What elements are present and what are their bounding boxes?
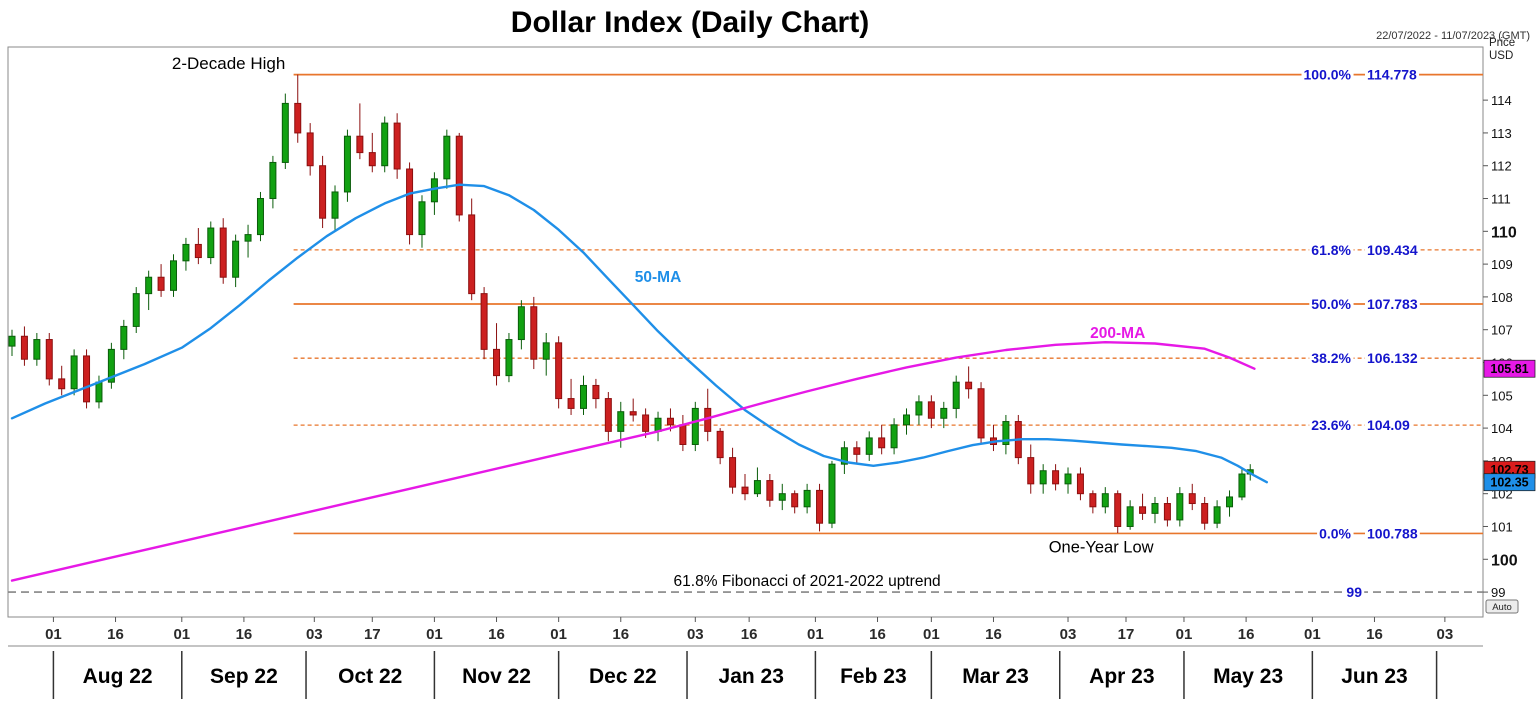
svg-text:16: 16 bbox=[612, 626, 629, 643]
svg-text:16: 16 bbox=[488, 626, 505, 643]
svg-text:113: 113 bbox=[1491, 126, 1512, 141]
svg-text:01: 01 bbox=[426, 626, 443, 643]
svg-text:104.09: 104.09 bbox=[1367, 417, 1410, 433]
annotations: 2-Decade High One-Year Low bbox=[172, 54, 1154, 557]
ma50-label: 50-MA bbox=[635, 269, 682, 286]
candlestick-series bbox=[8, 74, 1254, 534]
price-axis[interactable]: 9910010110210310410510610710810911011111… bbox=[1483, 37, 1518, 600]
svg-text:01: 01 bbox=[550, 626, 567, 643]
svg-text:17: 17 bbox=[364, 626, 381, 643]
svg-text:01: 01 bbox=[1176, 626, 1193, 643]
svg-text:104: 104 bbox=[1491, 421, 1513, 436]
svg-text:01: 01 bbox=[1304, 626, 1321, 643]
svg-text:114: 114 bbox=[1491, 93, 1512, 108]
svg-text:105.81: 105.81 bbox=[1490, 362, 1528, 376]
svg-text:Apr 23: Apr 23 bbox=[1089, 665, 1154, 688]
svg-text:17: 17 bbox=[1118, 626, 1135, 643]
ma50-line bbox=[10, 183, 1269, 484]
fib-trend-annotation: 61.8% Fibonacci of 2021-2022 uptrend bbox=[674, 573, 941, 590]
svg-text:03: 03 bbox=[1060, 626, 1077, 643]
svg-text:01: 01 bbox=[807, 626, 824, 643]
ma200-price-badge: 105.81 bbox=[1483, 359, 1536, 378]
svg-text:Dec 22: Dec 22 bbox=[589, 665, 657, 688]
svg-text:01: 01 bbox=[45, 626, 62, 643]
fibonacci-lines bbox=[293, 73, 1483, 535]
time-axis[interactable]: 01 16 01 16 03 17 01 16 01 16 03 16 01 16 01 16 03 17 01 16… bbox=[8, 617, 1483, 699]
ma50-price-badge: 102.35 bbox=[1483, 473, 1536, 492]
svg-text:109: 109 bbox=[1491, 257, 1513, 272]
svg-text:Auto: Auto bbox=[1492, 602, 1512, 613]
ma200-label: 200-MA bbox=[1090, 325, 1145, 342]
svg-text:114.778: 114.778 bbox=[1367, 67, 1417, 83]
svg-text:16: 16 bbox=[1366, 626, 1383, 643]
svg-text:102.35: 102.35 bbox=[1490, 476, 1528, 490]
svg-text:38.2%: 38.2% bbox=[1311, 350, 1351, 366]
baseline-99-label: 99 bbox=[1346, 584, 1362, 600]
svg-text:Nov 22: Nov 22 bbox=[462, 665, 531, 688]
axis-unit-usd: USD bbox=[1489, 50, 1513, 62]
svg-text:16: 16 bbox=[741, 626, 758, 643]
date-range-label: 22/07/2022 - 11/07/2023 (GMT) bbox=[1376, 30, 1530, 42]
svg-text:Aug 22: Aug 22 bbox=[83, 665, 153, 688]
svg-text:16: 16 bbox=[236, 626, 253, 643]
svg-text:105: 105 bbox=[1491, 388, 1513, 403]
svg-text:111: 111 bbox=[1491, 192, 1511, 207]
svg-text:16: 16 bbox=[1238, 626, 1255, 643]
svg-text:23.6%: 23.6% bbox=[1311, 417, 1351, 433]
svg-text:61.8%: 61.8% bbox=[1311, 242, 1351, 258]
svg-text:Oct 22: Oct 22 bbox=[338, 665, 402, 688]
ma200-line bbox=[10, 341, 1256, 582]
svg-text:0.0%: 0.0% bbox=[1319, 525, 1351, 541]
svg-text:01: 01 bbox=[923, 626, 940, 643]
svg-text:100.0%: 100.0% bbox=[1304, 67, 1352, 83]
svg-text:106.132: 106.132 bbox=[1367, 350, 1418, 366]
svg-text:03: 03 bbox=[687, 626, 704, 643]
auto-button[interactable]: Auto bbox=[1485, 599, 1519, 614]
svg-text:Feb 23: Feb 23 bbox=[840, 665, 907, 688]
svg-text:108: 108 bbox=[1491, 290, 1513, 305]
svg-text:Sep 22: Sep 22 bbox=[210, 665, 278, 688]
svg-text:99: 99 bbox=[1491, 585, 1505, 600]
svg-text:Jun 23: Jun 23 bbox=[1341, 665, 1408, 688]
svg-text:107: 107 bbox=[1491, 323, 1513, 338]
svg-text:110: 110 bbox=[1491, 224, 1517, 241]
svg-text:One-Year Low: One-Year Low bbox=[1049, 539, 1154, 557]
svg-text:109.434: 109.434 bbox=[1367, 242, 1418, 258]
svg-text:112: 112 bbox=[1491, 159, 1512, 174]
svg-text:2-Decade High: 2-Decade High bbox=[172, 54, 285, 73]
svg-text:100: 100 bbox=[1491, 552, 1518, 569]
svg-text:03: 03 bbox=[306, 626, 323, 643]
svg-text:03: 03 bbox=[1437, 626, 1454, 643]
plot-border bbox=[7, 46, 1484, 618]
axis-unit-price: Price bbox=[1489, 37, 1515, 49]
svg-text:107.783: 107.783 bbox=[1367, 296, 1418, 312]
fibonacci-labels: 100.0% 114.778 61.8% 109.434 50.0% 107.783 38.… bbox=[1301, 66, 1420, 542]
svg-text:01: 01 bbox=[173, 626, 190, 643]
svg-text:May 23: May 23 bbox=[1213, 665, 1283, 688]
svg-text:100.788: 100.788 bbox=[1367, 525, 1418, 541]
svg-text:16: 16 bbox=[107, 626, 124, 643]
svg-text:16: 16 bbox=[985, 626, 1002, 643]
svg-text:16: 16 bbox=[869, 626, 886, 643]
svg-text:50.0%: 50.0% bbox=[1311, 296, 1351, 312]
svg-text:Jan 23: Jan 23 bbox=[719, 665, 784, 688]
svg-text:101: 101 bbox=[1491, 519, 1513, 534]
svg-text:Mar 23: Mar 23 bbox=[962, 665, 1029, 688]
chart-title: Dollar Index (Daily Chart) bbox=[510, 6, 870, 39]
